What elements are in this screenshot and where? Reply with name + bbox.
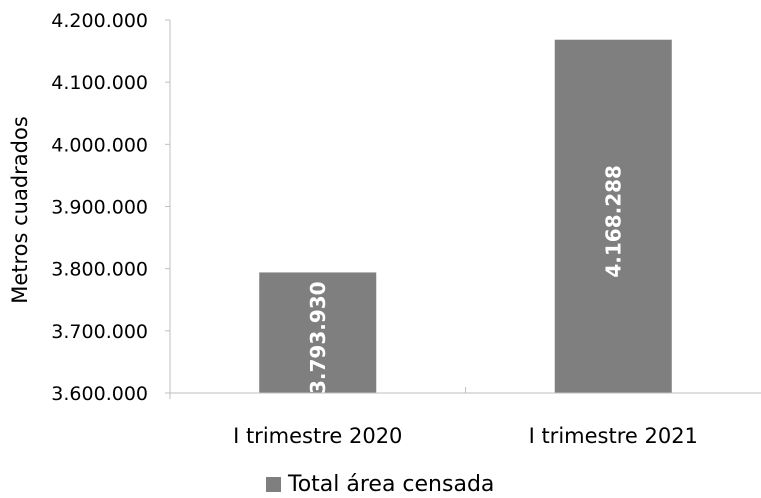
y-tick-label: 3.900.000 <box>51 197 148 219</box>
y-tick-label: 4.100.000 <box>51 72 148 94</box>
y-tick-label: 4.200.000 <box>51 10 148 32</box>
legend-label: Total área censada <box>287 472 494 497</box>
x-category-label: I trimestre 2021 <box>529 424 698 448</box>
x-category-label: I trimestre 2020 <box>233 424 402 448</box>
y-tick-label: 3.700.000 <box>51 321 148 343</box>
legend-swatch <box>266 477 281 492</box>
legend: Total área censada <box>266 472 494 497</box>
category-labels: I trimestre 2020 I trimestre 2021 <box>233 424 698 448</box>
bars: 3.793.930 4.168.288 <box>259 39 672 394</box>
y-tick-label: 3.600.000 <box>51 383 148 405</box>
y-tick-label: 3.800.000 <box>51 259 148 281</box>
y-axis-title: Metros cuadrados <box>8 116 32 304</box>
bar <box>554 39 672 393</box>
bar-data-label: 4.168.288 <box>601 165 625 278</box>
bar <box>259 272 377 393</box>
y-axis-ticks: 3.600.000 3.700.000 3.800.000 3.900.000 4.00… <box>51 10 170 405</box>
y-tick-label: 4.000.000 <box>51 134 148 156</box>
bar-data-label: 3.793.930 <box>306 281 330 394</box>
axes <box>169 20 761 399</box>
